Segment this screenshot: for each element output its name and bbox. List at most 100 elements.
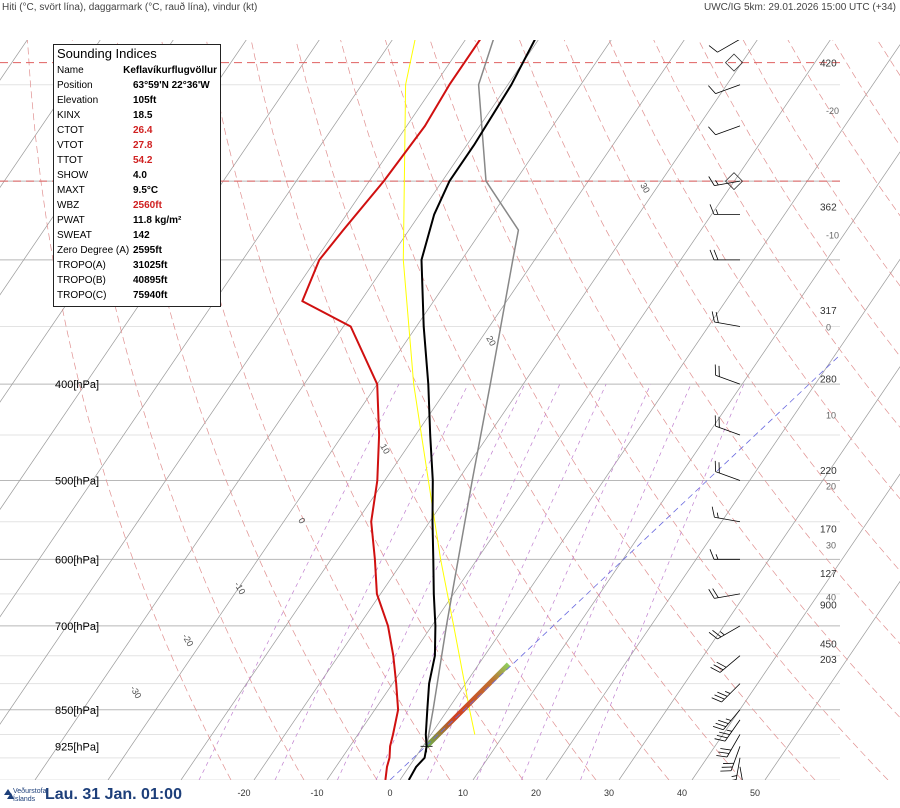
pressure-label: 700[hPa]	[55, 621, 99, 633]
height-label: 362	[820, 202, 837, 213]
dry-adiabat	[783, 0, 900, 780]
indices-row: Position 63°59'N 22°36'W	[57, 78, 217, 93]
logo-line1: Veðurstofa	[13, 788, 47, 795]
isotherm	[0, 40, 466, 725]
dry-adiabat	[787, 40, 900, 217]
isotherm	[691, 473, 900, 780]
temperature-tick: -10	[310, 788, 323, 798]
height-label: 317	[820, 306, 837, 317]
indices-key: TROPO(B)	[57, 275, 106, 286]
pressure-label: 400[hPa]	[55, 379, 99, 391]
height-label: 170	[820, 525, 837, 536]
height-label: 450	[820, 639, 837, 650]
indices-value: 11.8 kg/m²	[133, 215, 182, 226]
isotherm	[107, 40, 612, 780]
temperature-tick: -20	[237, 788, 250, 798]
indices-key: TROPO(A)	[57, 260, 106, 271]
indices-row: VTOT 27.8	[57, 138, 217, 153]
dry-adiabat	[608, 40, 900, 500]
isotherm	[545, 258, 900, 780]
wind-barb	[739, 766, 745, 780]
wind-barb	[716, 734, 741, 758]
indices-row: TROPO(B) 40895ft	[57, 273, 217, 288]
mixing-ratio-line	[426, 384, 607, 780]
wind-barb	[709, 549, 740, 560]
indices-row: PWAT 11.8 kg/m²	[57, 213, 217, 228]
indices-row: TROPO(C) 75940ft	[57, 288, 217, 303]
dry-adiabat	[206, 40, 524, 780]
indices-value: 26.4	[133, 125, 153, 136]
isotherm	[253, 40, 758, 780]
indices-key: Elevation	[57, 95, 99, 106]
mixing-ratio-line	[521, 384, 692, 780]
wind-barb	[709, 249, 740, 261]
indices-key: TROPO(C)	[57, 290, 107, 301]
wind-barb	[714, 364, 741, 385]
wind-barb	[714, 415, 741, 436]
isotherm	[399, 44, 900, 780]
wind-barb	[710, 655, 741, 673]
mixing-ratio-line	[476, 384, 652, 780]
temperature-tick: 30	[604, 788, 614, 798]
indices-row: MAXT 9.5°C	[57, 183, 217, 198]
dry-adiabat	[474, 40, 900, 719]
dry-adiabat	[250, 40, 597, 780]
dry-adiabat	[832, 40, 900, 147]
parcel-curve	[425, 40, 520, 747]
mixing-ratio-line	[274, 384, 469, 780]
isotherm-label: 10	[378, 442, 392, 456]
wind-barb	[708, 625, 741, 640]
pressure-label: 925[hPa]	[55, 741, 99, 753]
mixing-ratio-line	[337, 384, 526, 780]
dry-adiabat	[340, 40, 743, 780]
temperature-curve	[407, 40, 536, 780]
wind-barb	[712, 709, 741, 731]
dry-adiabat	[698, 40, 900, 357]
dry-adiabat	[858, 0, 900, 780]
pressure-label: 850[hPa]	[55, 705, 99, 717]
isotherm-label: -30	[128, 684, 143, 700]
indices-title: Sounding Indices	[57, 46, 157, 61]
dewpoint-curve	[301, 40, 481, 780]
indices-key: KINX	[57, 110, 81, 121]
dry-adiabat	[563, 40, 900, 572]
dry-adiabat	[653, 40, 900, 428]
indices-key: SHOW	[57, 170, 89, 181]
wind-barb	[709, 204, 740, 215]
indices-row: SWEAT 142	[57, 228, 217, 243]
tropopause-marker	[724, 172, 744, 191]
pressure-label: 600[hPa]	[55, 554, 99, 566]
indices-value: 18.5	[133, 110, 153, 121]
isotherm	[180, 40, 685, 780]
indices-row: Zero Degree (A) 2595ft	[57, 243, 217, 258]
indices-row: Name Keflavíkurflugvöllur	[57, 63, 217, 78]
isotherm-axis-label: -10	[826, 231, 839, 241]
wind-barb	[708, 40, 741, 53]
height-label: 280	[820, 375, 837, 386]
wind-barb	[725, 757, 741, 780]
pressure-label: 500[hPa]	[55, 476, 99, 488]
isotherm-label: 20	[484, 334, 498, 348]
indices-row: TTOT 54.2	[57, 153, 217, 168]
indices-row: KINX 18.5	[57, 108, 217, 123]
dry-adiabat	[429, 40, 889, 780]
indices-key: PWAT	[57, 215, 85, 226]
indices-key: MAXT	[57, 185, 85, 196]
wind-barb	[708, 84, 741, 94]
dry-adiabat	[161, 40, 451, 780]
indices-key: CTOT	[57, 125, 85, 136]
forecast-valid-date: Lau. 31 Jan. 01:00	[45, 786, 182, 803]
height-label: 900	[820, 600, 837, 611]
dry-adiabat	[385, 40, 816, 780]
temperature-tick: 20	[531, 788, 541, 798]
hodograph-line	[424, 662, 511, 749]
dry-adiabat	[519, 40, 900, 645]
isotherm-label: 30	[638, 181, 652, 195]
isotherm	[0, 40, 393, 618]
dry-adiabat	[742, 40, 900, 287]
isotherm-label: 0	[296, 516, 307, 525]
wind-barb	[714, 719, 741, 742]
wind-barb	[708, 125, 741, 136]
height-label: 220	[820, 466, 837, 477]
indices-key: TTOT	[57, 155, 83, 166]
